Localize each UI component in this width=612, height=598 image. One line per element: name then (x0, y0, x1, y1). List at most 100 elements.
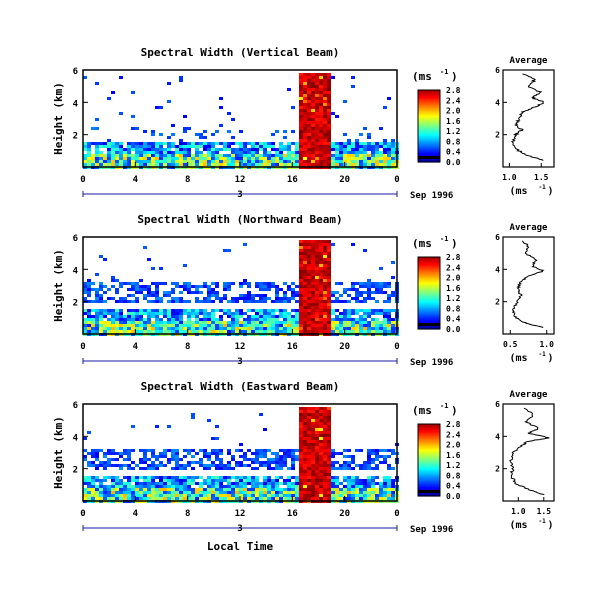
heatmap-cell (283, 452, 287, 455)
heatmap-cell (151, 300, 155, 303)
colorbar-tick-label: 0.0 (446, 325, 461, 334)
heatmap-cell (323, 85, 327, 88)
heatmap-cell (323, 303, 327, 306)
heatmap-cell (183, 130, 187, 133)
heatmap-cell (211, 294, 215, 297)
heatmap-cell (123, 497, 127, 500)
heatmap-cell (83, 437, 87, 440)
heatmap-cell (147, 145, 151, 148)
heatmap-cell (295, 449, 299, 452)
heatmap-cell (367, 452, 371, 455)
heatmap-cell (291, 318, 295, 321)
heatmap-cell (139, 485, 143, 488)
heatmap-cell (139, 467, 143, 470)
heatmap-cell (123, 163, 127, 166)
heatmap-cell (363, 482, 367, 485)
heatmap-cell (151, 282, 155, 285)
colorbar-swatch (418, 138, 440, 140)
heatmap-cell (259, 142, 263, 145)
heatmap-cell (231, 321, 235, 324)
colorbar-swatch (418, 306, 440, 308)
heatmap-cell (319, 461, 323, 464)
heatmap-cell (295, 330, 299, 333)
heatmap-cell (227, 249, 231, 252)
heatmap-cell (303, 425, 307, 428)
heatmap-cell (299, 479, 303, 482)
heatmap-cell (291, 482, 295, 485)
heatmap-cell (327, 324, 331, 327)
heatmap-cell (215, 160, 219, 163)
heatmap-cell (99, 255, 103, 258)
heatmap-cell (299, 142, 303, 145)
colorbar-tick-label: 0.8 (446, 137, 461, 146)
heatmap-cell (103, 479, 107, 482)
heatmap-cell (207, 494, 211, 497)
heatmap-cell (259, 163, 263, 166)
heatmap-cell (215, 157, 219, 160)
heatmap-cell (311, 151, 315, 154)
x-tick-label: 20 (339, 509, 350, 519)
heatmap-cell (143, 157, 147, 160)
heatmap-cell (311, 312, 315, 315)
heatmap-cell (299, 324, 303, 327)
heatmap-cell (343, 315, 347, 318)
heatmap-cell (259, 288, 263, 291)
heatmap-cell (323, 148, 327, 151)
average-y-tick-label: 2 (495, 131, 500, 140)
heatmap-cell (83, 312, 87, 315)
heatmap-cell (183, 497, 187, 500)
x-tick-label: 16 (287, 509, 298, 519)
heatmap-cell (355, 151, 359, 154)
heatmap-cell (299, 115, 303, 118)
heatmap-cell (367, 476, 371, 479)
heatmap-cell (159, 106, 163, 109)
heatmap-cell (303, 103, 307, 106)
heatmap-cell (135, 154, 139, 157)
heatmap-cell (99, 288, 103, 291)
heatmap-cell (83, 491, 87, 494)
heatmap-cell (147, 258, 151, 261)
heatmap-cell (275, 488, 279, 491)
average-x-label: (ms (509, 186, 527, 197)
heatmap-cell (311, 88, 315, 91)
heatmap-cell (195, 142, 199, 145)
heatmap-cell (131, 148, 135, 151)
heatmap-cell (299, 103, 303, 106)
heatmap-cell (87, 324, 91, 327)
heatmap-cell (151, 449, 155, 452)
heatmap-cell (159, 321, 163, 324)
heatmap-cell (303, 294, 307, 297)
heatmap-cell (379, 288, 383, 291)
heatmap-cell (283, 449, 287, 452)
heatmap-cell (311, 440, 315, 443)
heatmap-cell (315, 145, 319, 148)
heatmap-cell (167, 145, 171, 148)
heatmap-cell (83, 285, 87, 288)
heatmap-cell (167, 324, 171, 327)
heatmap-cell (259, 157, 263, 160)
heatmap-cell (227, 497, 231, 500)
heatmap-cell (171, 497, 175, 500)
heatmap-cell (95, 464, 99, 467)
heatmap-cell (343, 476, 347, 479)
heatmap-cell (95, 494, 99, 497)
heatmap-cell (211, 476, 215, 479)
heatmap-cell (367, 145, 371, 148)
heatmap-cell (327, 276, 331, 279)
heatmap-cell (159, 157, 163, 160)
heatmap-cell (359, 494, 363, 497)
heatmap-cell (135, 285, 139, 288)
heatmap-cell (323, 419, 327, 422)
heatmap-cell (315, 437, 319, 440)
colorbar-swatch (418, 485, 440, 487)
heatmap-cell (219, 479, 223, 482)
heatmap-cell (331, 461, 335, 464)
heatmap-cell (107, 309, 111, 312)
heatmap-cell (119, 76, 123, 79)
heatmap-cell (387, 151, 391, 154)
heatmap-cell (247, 324, 251, 327)
heatmap-cell (339, 330, 343, 333)
heatmap-cell (315, 288, 319, 291)
heatmap-cell (99, 312, 103, 315)
heatmap-cell (315, 103, 319, 106)
